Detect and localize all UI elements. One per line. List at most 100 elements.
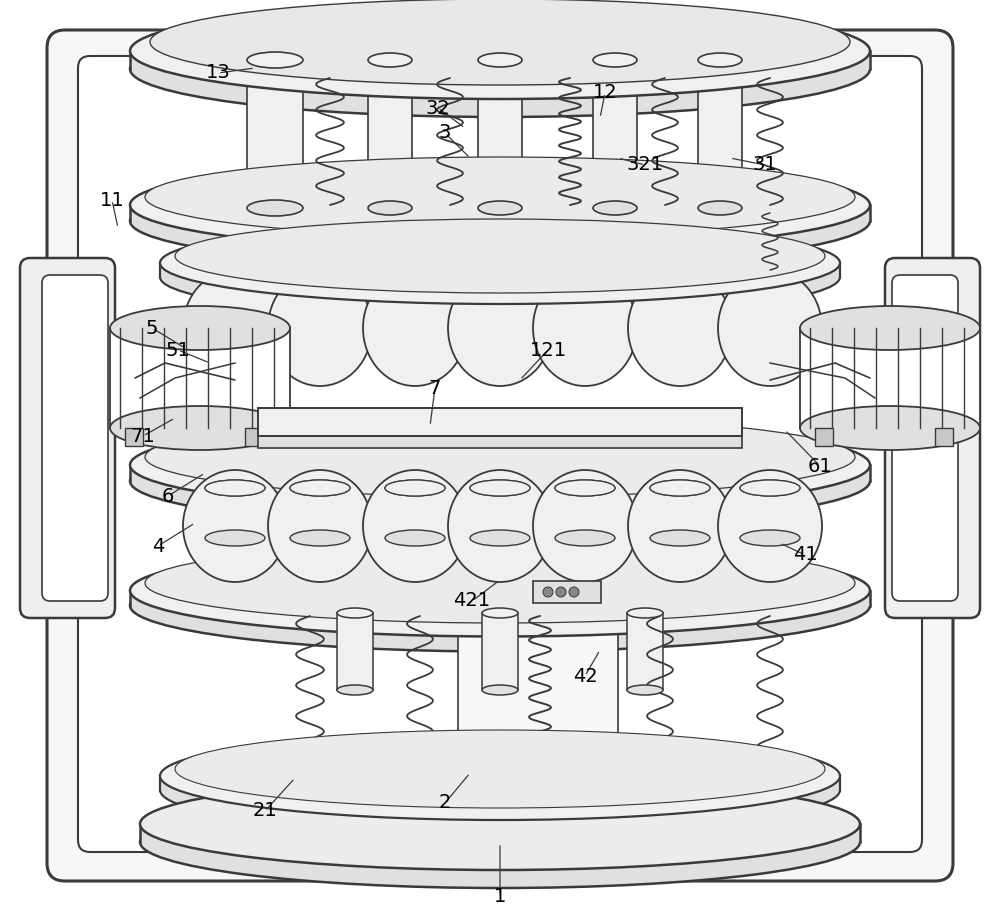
- Ellipse shape: [740, 480, 800, 496]
- Ellipse shape: [183, 470, 287, 582]
- Ellipse shape: [800, 306, 980, 350]
- Bar: [627, 613, 663, 690]
- Ellipse shape: [470, 480, 530, 496]
- Bar: [470, 488, 530, 538]
- Ellipse shape: [145, 417, 855, 497]
- Text: 321: 321: [626, 155, 664, 174]
- Text: 6: 6: [162, 487, 174, 506]
- Bar: [740, 488, 800, 538]
- Ellipse shape: [160, 732, 840, 820]
- Ellipse shape: [130, 21, 870, 117]
- Text: 41: 41: [793, 545, 817, 565]
- Ellipse shape: [363, 270, 467, 386]
- Ellipse shape: [268, 470, 372, 582]
- Text: 61: 61: [808, 456, 832, 476]
- Ellipse shape: [478, 53, 522, 67]
- Bar: [815, 428, 833, 446]
- Ellipse shape: [130, 559, 870, 652]
- Bar: [160, 263, 840, 277]
- Ellipse shape: [337, 685, 373, 695]
- Ellipse shape: [555, 480, 615, 496]
- Ellipse shape: [482, 608, 518, 618]
- Bar: [935, 428, 953, 446]
- Text: 11: 11: [100, 191, 124, 209]
- Ellipse shape: [569, 587, 579, 597]
- Text: 42: 42: [573, 666, 597, 686]
- Ellipse shape: [205, 480, 265, 496]
- Ellipse shape: [533, 270, 637, 386]
- FancyBboxPatch shape: [885, 258, 980, 618]
- Bar: [698, 60, 742, 208]
- FancyBboxPatch shape: [42, 275, 108, 601]
- Bar: [533, 581, 601, 603]
- Ellipse shape: [478, 201, 522, 215]
- Bar: [130, 590, 870, 606]
- Ellipse shape: [800, 406, 980, 450]
- Bar: [368, 60, 412, 208]
- Bar: [110, 328, 290, 428]
- Bar: [160, 776, 840, 790]
- Ellipse shape: [205, 530, 265, 546]
- Text: 5: 5: [146, 319, 158, 338]
- Ellipse shape: [593, 201, 637, 215]
- Ellipse shape: [145, 157, 855, 237]
- Ellipse shape: [385, 480, 445, 496]
- Bar: [140, 824, 860, 842]
- Text: 421: 421: [453, 591, 491, 610]
- Ellipse shape: [175, 730, 825, 808]
- Ellipse shape: [470, 480, 530, 496]
- Ellipse shape: [290, 530, 350, 546]
- Ellipse shape: [533, 470, 637, 582]
- Ellipse shape: [482, 685, 518, 695]
- Ellipse shape: [698, 201, 742, 215]
- Ellipse shape: [130, 544, 870, 636]
- Text: 32: 32: [426, 98, 450, 118]
- Bar: [337, 613, 373, 690]
- Ellipse shape: [160, 222, 840, 304]
- Ellipse shape: [140, 796, 860, 888]
- Ellipse shape: [650, 530, 710, 546]
- Text: 3: 3: [439, 124, 451, 142]
- Bar: [458, 615, 618, 770]
- Ellipse shape: [183, 270, 287, 386]
- Ellipse shape: [718, 270, 822, 386]
- Ellipse shape: [385, 480, 445, 496]
- Text: 21: 21: [253, 801, 277, 821]
- Ellipse shape: [448, 470, 552, 582]
- Ellipse shape: [160, 746, 840, 834]
- Ellipse shape: [145, 543, 855, 623]
- Ellipse shape: [290, 480, 350, 496]
- Ellipse shape: [470, 530, 530, 546]
- Ellipse shape: [130, 3, 870, 99]
- FancyBboxPatch shape: [78, 56, 922, 852]
- Bar: [130, 205, 870, 221]
- Ellipse shape: [150, 0, 850, 85]
- Ellipse shape: [555, 480, 615, 496]
- Bar: [482, 613, 518, 690]
- Ellipse shape: [627, 685, 663, 695]
- Ellipse shape: [130, 419, 870, 511]
- Ellipse shape: [543, 587, 553, 597]
- Bar: [385, 488, 445, 538]
- Bar: [478, 60, 522, 208]
- Ellipse shape: [290, 480, 350, 496]
- Ellipse shape: [130, 435, 870, 527]
- Bar: [800, 328, 980, 428]
- Ellipse shape: [130, 175, 870, 267]
- Text: 121: 121: [529, 341, 567, 360]
- Text: 12: 12: [593, 84, 617, 103]
- Ellipse shape: [627, 608, 663, 618]
- Ellipse shape: [160, 236, 840, 318]
- Bar: [455, 11, 545, 43]
- Ellipse shape: [650, 480, 710, 496]
- Ellipse shape: [555, 530, 615, 546]
- Bar: [205, 488, 265, 538]
- FancyBboxPatch shape: [20, 258, 115, 618]
- Ellipse shape: [628, 470, 732, 582]
- Ellipse shape: [650, 480, 710, 496]
- Ellipse shape: [385, 530, 445, 546]
- Ellipse shape: [110, 406, 290, 450]
- Ellipse shape: [110, 306, 290, 350]
- Text: 7: 7: [429, 378, 441, 397]
- Ellipse shape: [368, 201, 412, 215]
